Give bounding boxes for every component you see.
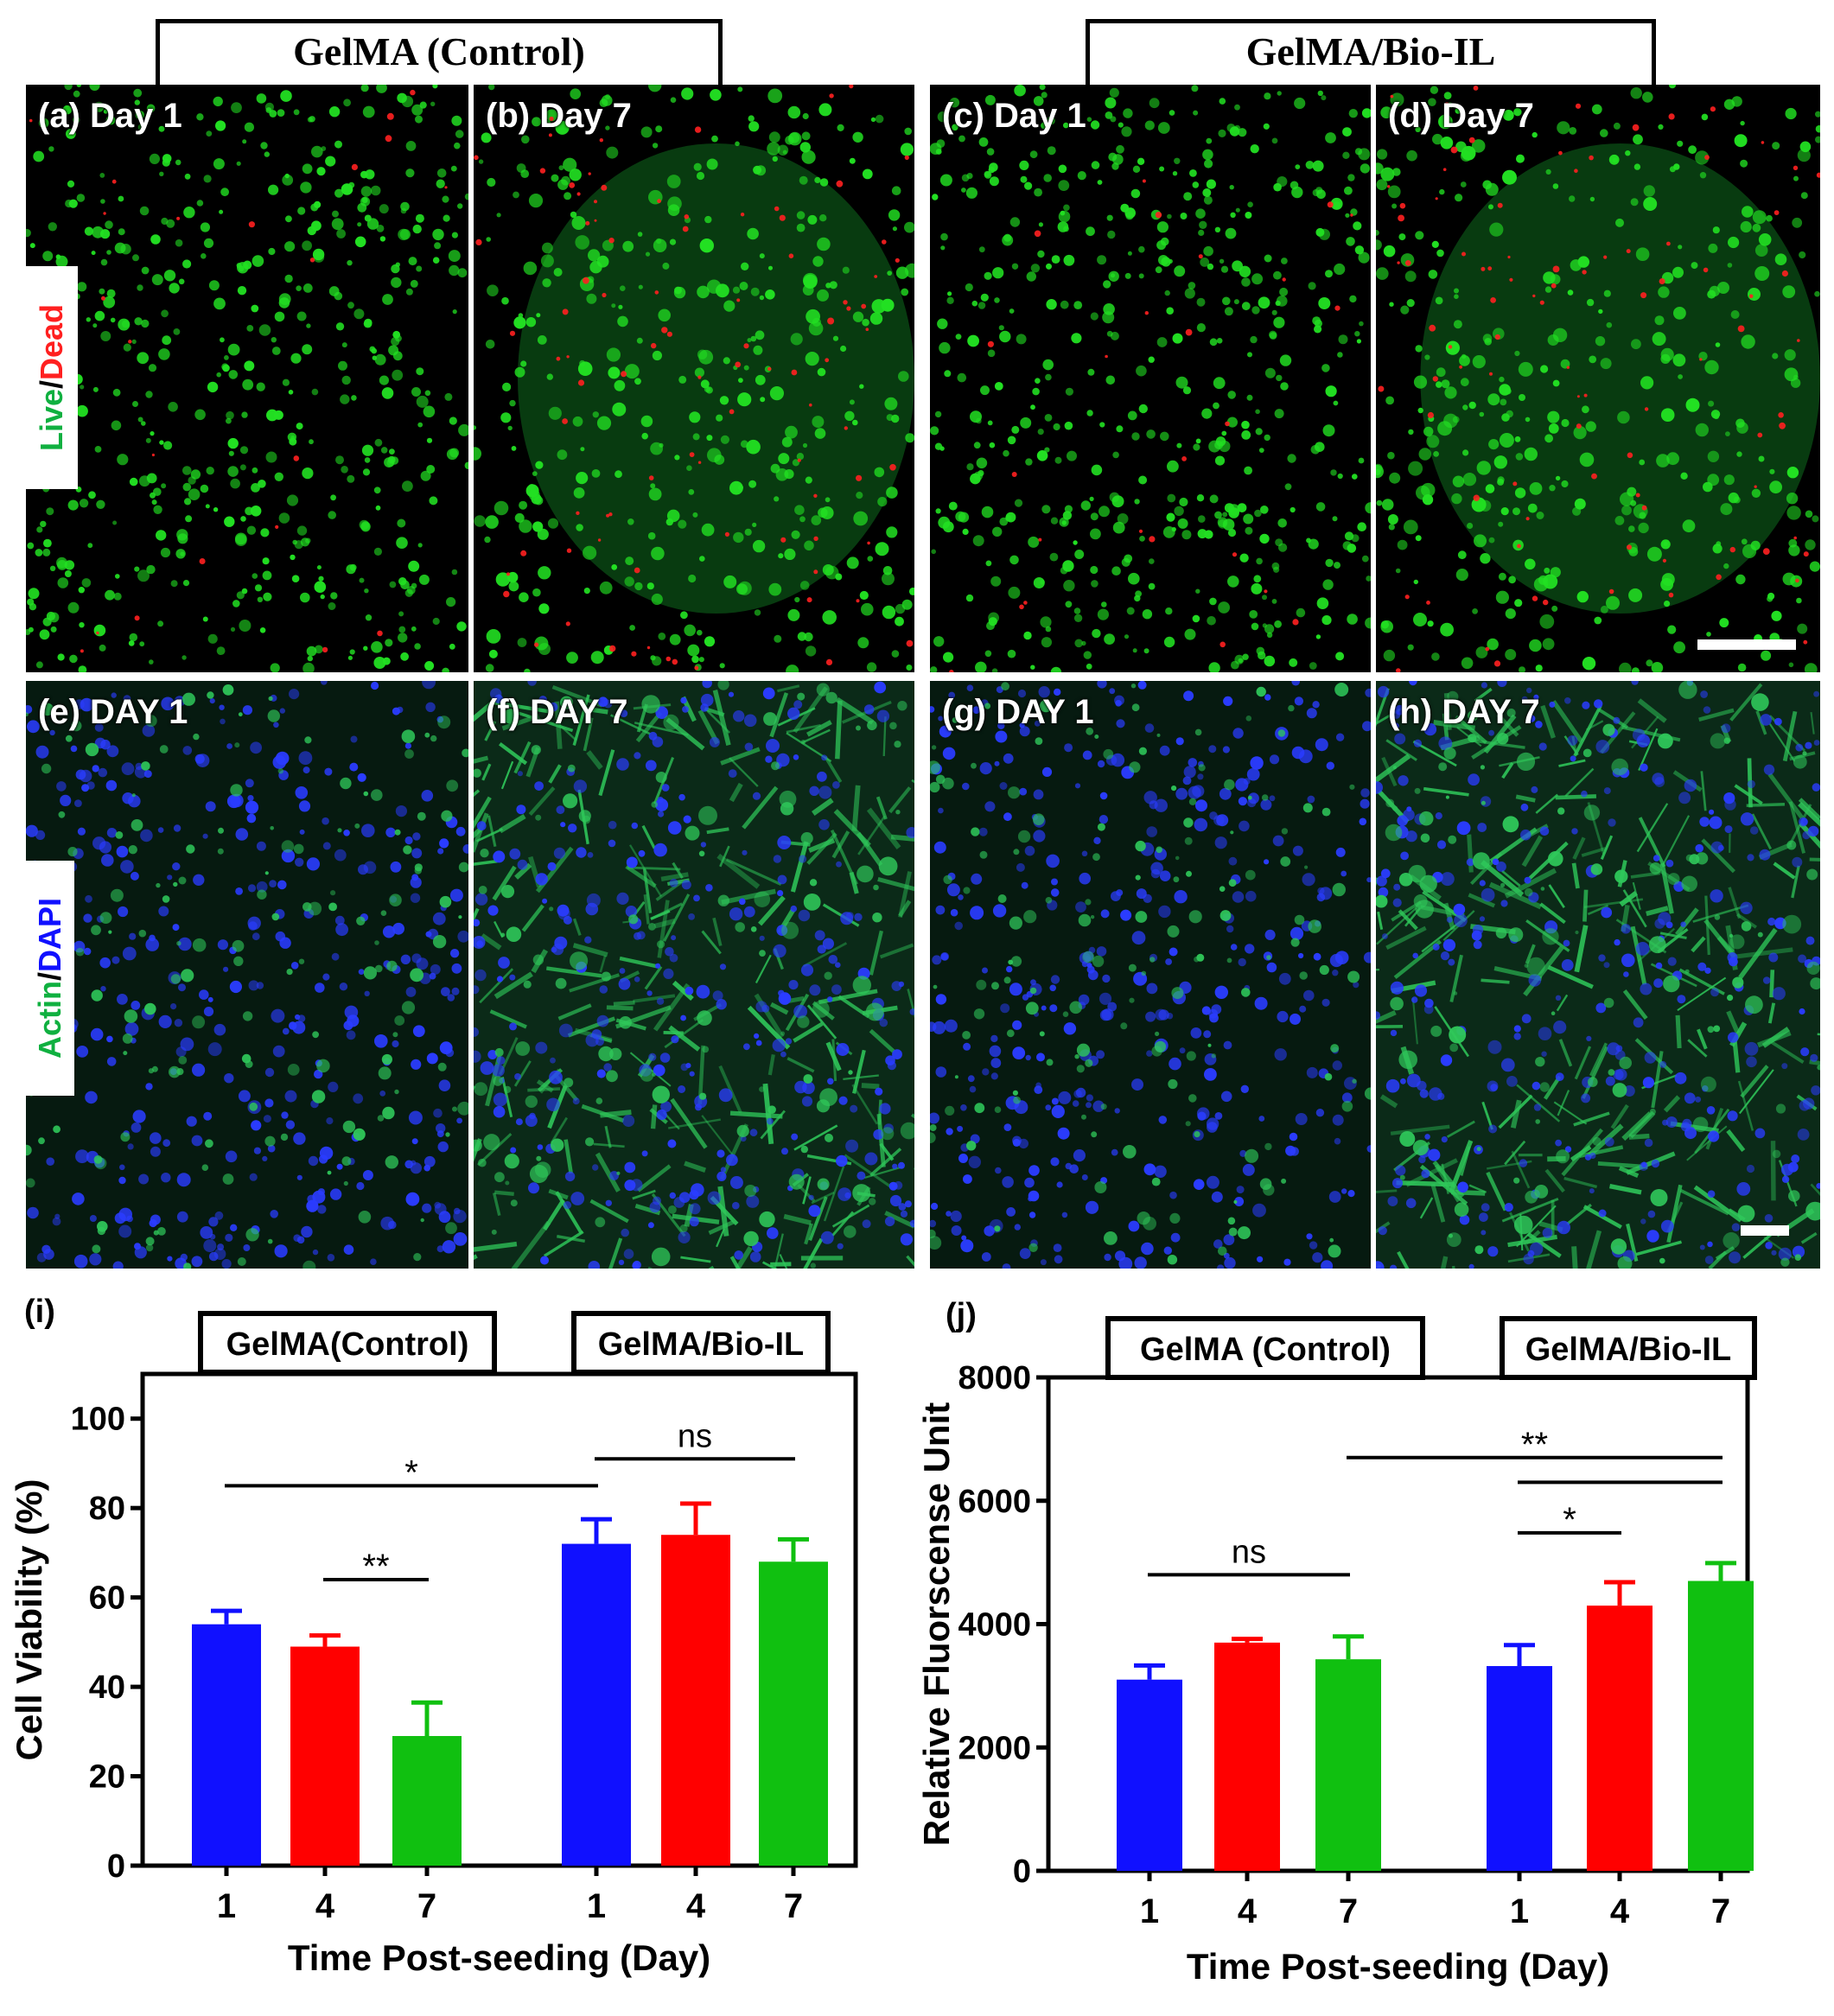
bar [1487, 1666, 1552, 1871]
significance-label: * [404, 1453, 418, 1491]
panel-label-d: (d) Day 7 [1388, 97, 1534, 135]
significance-label: * [1563, 1501, 1576, 1539]
panel-label-f: (f) DAY 7 [486, 693, 628, 731]
live-dead-slash: / [34, 379, 69, 389]
group-header-control-text: GelMA (Control) [293, 29, 585, 73]
group-header-bio-il-text: GelMA/Bio-IL [1245, 29, 1496, 73]
x-tick-label: 1 [587, 1887, 606, 1925]
x-tick-label: 4 [315, 1887, 335, 1925]
y-tick-label: 40 [89, 1669, 125, 1706]
y-tick-label: 0 [107, 1848, 125, 1885]
bar [290, 1646, 360, 1866]
y-tick-label: 60 [89, 1580, 125, 1617]
micrograph-b: (b) Day 7 [474, 85, 914, 672]
bar [1315, 1659, 1381, 1871]
y-tick-label: 2000 [958, 1730, 1031, 1766]
x-tick-label: 1 [1510, 1892, 1529, 1930]
micrograph-e: (e) DAY 1 [26, 681, 468, 1269]
y-tick-label: 6000 [958, 1484, 1031, 1520]
y-tick-label: 80 [89, 1491, 125, 1527]
significance-label: ** [362, 1548, 389, 1586]
scale-bar-top [1697, 639, 1796, 650]
group-label: GelMA(Control) [226, 1326, 469, 1363]
x-tick-label: 7 [784, 1887, 803, 1925]
row-label-live-dead-text: Live/Dead [34, 304, 70, 451]
bar [562, 1543, 631, 1866]
bar [192, 1624, 261, 1866]
x-tick-label: 4 [1238, 1892, 1258, 1930]
chart-panel-label: (j) [946, 1297, 977, 1333]
x-tick-label: 1 [217, 1887, 236, 1925]
y-tick-label: 4000 [958, 1607, 1031, 1644]
bar [1587, 1606, 1653, 1871]
y-tick-label: 100 [71, 1402, 125, 1438]
y-axis-label: Cell Viability (%) [9, 1479, 49, 1761]
x-tick-label: 7 [1711, 1892, 1730, 1930]
row-label-actin-dapi-text: Actin/DAPI [32, 898, 68, 1059]
bar [1117, 1679, 1182, 1871]
x-tick-label: 4 [686, 1887, 706, 1925]
x-tick-label: 7 [417, 1887, 436, 1925]
plot-frame [140, 1371, 858, 1868]
x-tick-label: 7 [1339, 1892, 1358, 1930]
panel-label-h: (h) DAY 7 [1388, 693, 1540, 731]
micrograph-a: (a) Day 1 [26, 85, 468, 672]
micrograph-g: (g) DAY 1 [930, 681, 1371, 1269]
dead-word: Dead [34, 303, 69, 380]
group-label: GelMA/Bio-IL [1525, 1332, 1732, 1368]
significance-label: ns [678, 1418, 712, 1454]
bar [759, 1561, 828, 1866]
bar [1214, 1642, 1280, 1871]
actin-dapi-slash: / [32, 972, 67, 982]
group-header-bio-il: GelMA/Bio-IL [1086, 19, 1656, 85]
significance-label: ** [1521, 1426, 1548, 1464]
y-axis-label: Relative Fluorscense Unit [916, 1402, 957, 1847]
significance-label: ns [1232, 1534, 1266, 1570]
micrograph-h: (h) DAY 7 [1376, 681, 1820, 1269]
group-label: GelMA (Control) [1140, 1332, 1391, 1368]
group-header-control: GelMA (Control) [156, 19, 723, 85]
group-label: GelMA/Bio-IL [598, 1326, 805, 1363]
panel-label-g: (g) DAY 1 [942, 693, 1094, 731]
y-tick-label: 20 [89, 1759, 125, 1796]
actin-word: Actin [32, 981, 67, 1059]
panel-label-a: (a) Day 1 [38, 97, 182, 135]
y-tick-label: 0 [1013, 1854, 1031, 1890]
panel-label-b: (b) Day 7 [486, 97, 632, 135]
panel-label-c: (c) Day 1 [942, 97, 1086, 135]
panel-label-e: (e) DAY 1 [38, 693, 188, 731]
scale-bar-bottom [1741, 1225, 1789, 1236]
x-tick-label: 1 [1140, 1892, 1159, 1930]
dapi-word: DAPI [32, 897, 67, 972]
bar [392, 1735, 462, 1866]
bar-chart-fluorescence: (j) GelMA (Control) GelMA/Bio-IL 0 2000 4000 6… [916, 1297, 1757, 1987]
micrograph-c: (c) Day 1 [930, 85, 1371, 672]
live-word: Live [34, 389, 69, 452]
bar-chart-cell-viability: (i) GelMA(Control) GelMA/Bio-IL 0 20 40 60 80 10… [9, 1294, 858, 1978]
x-axis-label: Time Post-seeding (Day) [288, 1937, 710, 1978]
micrograph-f: (f) DAY 7 [474, 681, 914, 1269]
bar [661, 1535, 730, 1866]
y-tick-label: 8000 [958, 1360, 1031, 1396]
chart-panel-label: (i) [24, 1294, 55, 1330]
bar [1688, 1580, 1754, 1871]
row-label-live-dead: Live/Dead [26, 266, 78, 489]
x-tick-label: 4 [1610, 1892, 1630, 1930]
micrograph-d: (d) Day 7 [1376, 85, 1820, 672]
row-label-actin-dapi: Actin/DAPI [26, 861, 74, 1096]
x-axis-label: Time Post-seeding (Day) [1187, 1946, 1609, 1987]
